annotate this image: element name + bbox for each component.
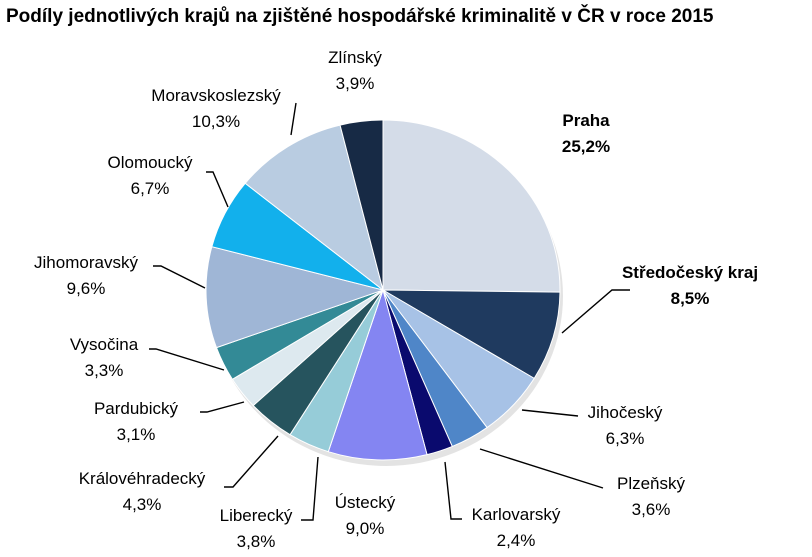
- pie-slice: [244, 124, 384, 292]
- slice-value-label: 9,0%: [346, 519, 385, 538]
- slice-value-label: 6,7%: [131, 179, 170, 198]
- leader-line: [153, 265, 206, 289]
- leader-line: [149, 348, 225, 371]
- slice-label: Zlínský: [328, 48, 382, 67]
- leader-line: [200, 401, 245, 413]
- pie-slice: [327, 288, 428, 461]
- slice-label: Vysočina: [70, 335, 139, 354]
- chart-title: Podíly jednotlivých krajů na zjištěné ho…: [6, 5, 714, 27]
- slice-label: Pardubický: [94, 399, 179, 418]
- slice-value-label: 9,6%: [67, 279, 106, 298]
- slice-value-label: 10,3%: [192, 112, 240, 131]
- pie-slice: [339, 119, 384, 291]
- slice-value-label: 3,6%: [632, 500, 671, 519]
- slice-value-label: 3,8%: [237, 532, 276, 551]
- slice-value-label: 3,9%: [336, 74, 375, 93]
- slice-value-label: 3,1%: [117, 425, 156, 444]
- pie-slice: [381, 289, 561, 380]
- leader-line: [301, 456, 319, 521]
- slice-value-label: 3,3%: [85, 361, 124, 380]
- slice-labels: Praha 25,2% Středočeský kraj 8,5% Jihočeský 6…: [34, 48, 758, 551]
- slice-value-label: 25,2%: [562, 137, 610, 156]
- slice-label: Karlovarský: [472, 505, 561, 524]
- slice-label: Praha: [562, 111, 610, 130]
- leader-line: [206, 171, 229, 208]
- leader-line: [479, 448, 604, 489]
- leader-line: [224, 435, 279, 488]
- slice-label: Jihočeský: [588, 403, 663, 422]
- slice-label: Středočeský kraj: [622, 263, 758, 282]
- slice-value-label: 2,4%: [497, 531, 536, 550]
- pie-slices: [205, 119, 561, 461]
- slice-label: Jihomoravský: [34, 253, 138, 272]
- slice-value-label: 4,3%: [123, 495, 162, 514]
- slice-label: Královéhradecký: [79, 469, 206, 488]
- slice-label: Moravskoslezský: [151, 86, 281, 105]
- leader-line: [444, 461, 462, 520]
- slice-label: Liberecký: [220, 506, 293, 525]
- leader-lines: [149, 102, 630, 521]
- pie-slice: [382, 119, 561, 293]
- slice-label: Plzeňský: [617, 474, 686, 493]
- leader-line: [521, 409, 579, 417]
- slice-label: Olomoucký: [107, 153, 193, 172]
- leader-line: [561, 289, 630, 334]
- slice-value-label: 8,5%: [671, 289, 710, 308]
- slice-value-label: 6,3%: [606, 429, 645, 448]
- leader-line: [290, 102, 297, 136]
- pie-slice: [205, 246, 385, 349]
- slice-label: Ústecký: [335, 493, 396, 512]
